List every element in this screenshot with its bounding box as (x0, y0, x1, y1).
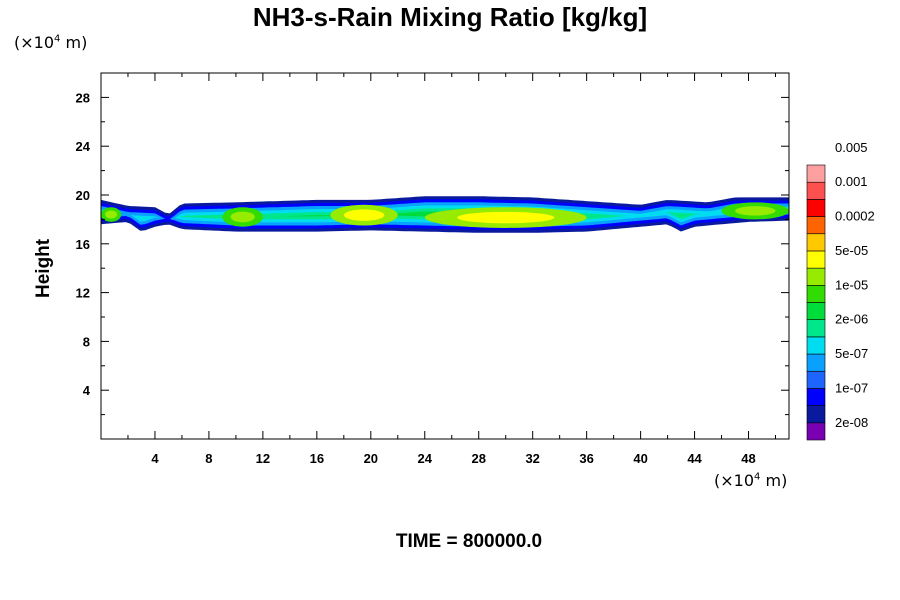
colorbar-label: 0.005 (835, 140, 868, 155)
colorbar-label: 0.0002 (835, 209, 875, 224)
colorbar-swatch (806, 164, 826, 183)
x-tick-label: 48 (741, 451, 755, 466)
colorbar-swatch (806, 422, 826, 441)
x-tick-label: 44 (687, 451, 702, 466)
colorbar-label: 1e-07 (835, 380, 868, 395)
y-axis: 4 8 12 16 20 24 28 (76, 90, 789, 416)
x-tick-label: 8 (205, 451, 212, 466)
contour-core-inner-0 (105, 210, 118, 219)
x-tick-label: 16 (310, 451, 324, 466)
x-axis-unit: (×104 m) (714, 471, 788, 490)
colorbar-swatch (806, 319, 826, 338)
data-field (101, 196, 789, 233)
x-tick-label: 4 (151, 451, 159, 466)
colorbar-swatch (806, 302, 826, 320)
colorbar-swatch (806, 285, 826, 303)
colorbar-swatch (806, 405, 826, 424)
contour-core-inner-2 (343, 209, 385, 221)
colorbar-swatch (806, 216, 826, 235)
y-axis-unit: (×104 m) (14, 33, 88, 52)
colorbar-label: 1e-05 (835, 277, 868, 292)
colorbar-swatch (806, 181, 826, 200)
colorbar-swatch (806, 267, 826, 286)
y-tick-label: 16 (76, 237, 90, 252)
contour-core-inner-1 (230, 211, 255, 223)
colorbar-swatch (806, 199, 826, 217)
chart-title: NH3-s-Rain Mixing Ratio [kg/kg] (252, 2, 648, 32)
x-tick-label: 28 (471, 451, 485, 466)
x-tick-label: 32 (525, 451, 539, 466)
colorbar-label: 0.001 (835, 174, 868, 189)
contour-core-inner-4 (735, 206, 776, 216)
colorbar-label: 5e-07 (835, 346, 868, 361)
contour-core-inner-3 (457, 211, 555, 224)
x-tick-label: 36 (579, 451, 593, 466)
colorbar-label: 2e-06 (835, 312, 868, 327)
colorbar: 2e-08 1e-07 5e-07 2e-06 1e-05 5e-05 0.0002 0.00… (806, 140, 875, 441)
colorbar-label: 5e-05 (835, 243, 868, 258)
colorbar-swatch (806, 370, 826, 389)
x-axis: 4 8 12 16 20 24 28 32 36 40 44 48 (127, 73, 777, 466)
time-label: TIME = 800000.0 (395, 531, 543, 552)
y-tick-label: 12 (76, 286, 90, 301)
y-tick-label: 24 (76, 139, 91, 154)
x-tick-label: 12 (256, 451, 270, 466)
colorbar-swatch (806, 250, 826, 269)
x-tick-label: 24 (418, 451, 433, 466)
plot-frame (100, 72, 790, 440)
x-tick-label: 20 (364, 451, 378, 466)
colorbar-swatch (806, 388, 826, 406)
y-tick-label: 28 (76, 90, 90, 105)
colorbar-label: 2e-08 (835, 415, 868, 430)
colorbar-swatch (806, 353, 826, 372)
y-tick-label: 8 (83, 334, 90, 349)
y-tick-label: 20 (76, 188, 90, 203)
colorbar-swatch (806, 336, 826, 355)
x-tick-label: 40 (633, 451, 647, 466)
y-tick-label: 4 (83, 383, 91, 398)
colorbar-swatch (806, 233, 826, 252)
